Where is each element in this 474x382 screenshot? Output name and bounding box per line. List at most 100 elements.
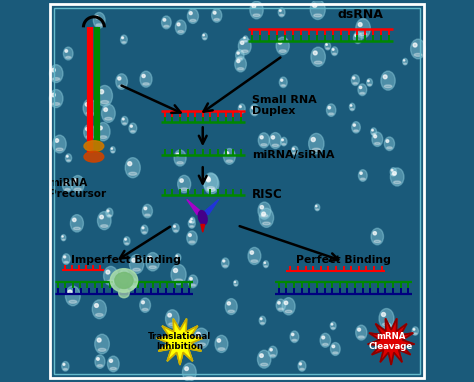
Ellipse shape xyxy=(130,280,132,282)
Ellipse shape xyxy=(174,279,182,282)
Ellipse shape xyxy=(108,356,119,372)
Ellipse shape xyxy=(164,25,169,27)
Ellipse shape xyxy=(140,71,152,87)
Ellipse shape xyxy=(391,168,404,186)
Ellipse shape xyxy=(244,37,245,39)
Ellipse shape xyxy=(352,122,360,133)
Ellipse shape xyxy=(358,84,367,96)
Ellipse shape xyxy=(252,107,254,109)
Ellipse shape xyxy=(311,47,325,66)
Ellipse shape xyxy=(53,78,60,80)
Ellipse shape xyxy=(118,85,125,87)
Ellipse shape xyxy=(372,129,374,131)
Text: Small RNA
Duplex: Small RNA Duplex xyxy=(252,95,317,116)
Ellipse shape xyxy=(178,175,191,193)
Ellipse shape xyxy=(64,261,68,263)
Ellipse shape xyxy=(211,9,222,22)
Ellipse shape xyxy=(107,280,115,283)
Ellipse shape xyxy=(390,168,397,176)
Ellipse shape xyxy=(125,243,128,244)
Ellipse shape xyxy=(69,300,77,303)
Ellipse shape xyxy=(300,363,301,365)
Ellipse shape xyxy=(264,266,267,267)
Ellipse shape xyxy=(270,348,272,351)
Ellipse shape xyxy=(372,132,383,146)
Ellipse shape xyxy=(131,286,135,287)
Ellipse shape xyxy=(191,284,195,286)
Ellipse shape xyxy=(387,147,392,149)
Ellipse shape xyxy=(328,113,334,115)
Ellipse shape xyxy=(215,335,228,353)
Ellipse shape xyxy=(259,208,273,227)
Ellipse shape xyxy=(404,63,406,64)
Ellipse shape xyxy=(264,262,265,264)
Ellipse shape xyxy=(292,148,294,150)
Polygon shape xyxy=(368,319,415,365)
Ellipse shape xyxy=(122,42,126,43)
Ellipse shape xyxy=(279,10,281,11)
Ellipse shape xyxy=(278,8,285,17)
Ellipse shape xyxy=(104,266,118,285)
Ellipse shape xyxy=(361,178,365,180)
Ellipse shape xyxy=(322,336,325,339)
Ellipse shape xyxy=(109,359,112,363)
Ellipse shape xyxy=(313,51,317,55)
Ellipse shape xyxy=(118,77,121,80)
Ellipse shape xyxy=(165,310,179,328)
Ellipse shape xyxy=(208,188,216,191)
Ellipse shape xyxy=(278,40,282,44)
Ellipse shape xyxy=(353,77,355,79)
Ellipse shape xyxy=(327,104,336,117)
Ellipse shape xyxy=(281,85,285,86)
Ellipse shape xyxy=(190,221,191,223)
Ellipse shape xyxy=(357,328,361,331)
Ellipse shape xyxy=(227,302,230,305)
Ellipse shape xyxy=(282,144,285,145)
Ellipse shape xyxy=(382,312,385,317)
Ellipse shape xyxy=(143,83,149,85)
Ellipse shape xyxy=(96,314,103,316)
Ellipse shape xyxy=(313,3,317,8)
Ellipse shape xyxy=(187,9,199,23)
Ellipse shape xyxy=(354,130,358,132)
Ellipse shape xyxy=(169,323,176,325)
Ellipse shape xyxy=(55,139,59,142)
Ellipse shape xyxy=(95,334,109,354)
Ellipse shape xyxy=(403,60,405,61)
Ellipse shape xyxy=(124,237,130,245)
Ellipse shape xyxy=(374,135,377,138)
Ellipse shape xyxy=(86,136,92,138)
Ellipse shape xyxy=(259,316,266,325)
Ellipse shape xyxy=(290,331,299,343)
Ellipse shape xyxy=(119,269,129,283)
Ellipse shape xyxy=(84,151,104,162)
Ellipse shape xyxy=(53,103,60,105)
Ellipse shape xyxy=(125,158,140,178)
Ellipse shape xyxy=(356,325,367,340)
Ellipse shape xyxy=(235,57,246,72)
Ellipse shape xyxy=(65,154,72,162)
Ellipse shape xyxy=(223,265,227,267)
Ellipse shape xyxy=(226,160,233,162)
Text: Translational
Inhibition: Translational Inhibition xyxy=(148,332,211,351)
Ellipse shape xyxy=(66,155,68,157)
Ellipse shape xyxy=(96,24,102,26)
Ellipse shape xyxy=(300,368,304,370)
Ellipse shape xyxy=(62,239,65,240)
Ellipse shape xyxy=(281,79,283,81)
Ellipse shape xyxy=(110,147,115,153)
Ellipse shape xyxy=(97,338,101,342)
Ellipse shape xyxy=(237,68,244,70)
Text: RISC: RISC xyxy=(252,188,283,201)
Ellipse shape xyxy=(203,34,204,36)
Polygon shape xyxy=(156,319,203,365)
Ellipse shape xyxy=(142,74,145,78)
Ellipse shape xyxy=(71,175,84,193)
Ellipse shape xyxy=(272,136,274,139)
Ellipse shape xyxy=(65,57,71,58)
Ellipse shape xyxy=(100,136,107,139)
Ellipse shape xyxy=(121,280,127,282)
Ellipse shape xyxy=(181,188,188,191)
Ellipse shape xyxy=(262,212,265,216)
Ellipse shape xyxy=(263,222,270,225)
